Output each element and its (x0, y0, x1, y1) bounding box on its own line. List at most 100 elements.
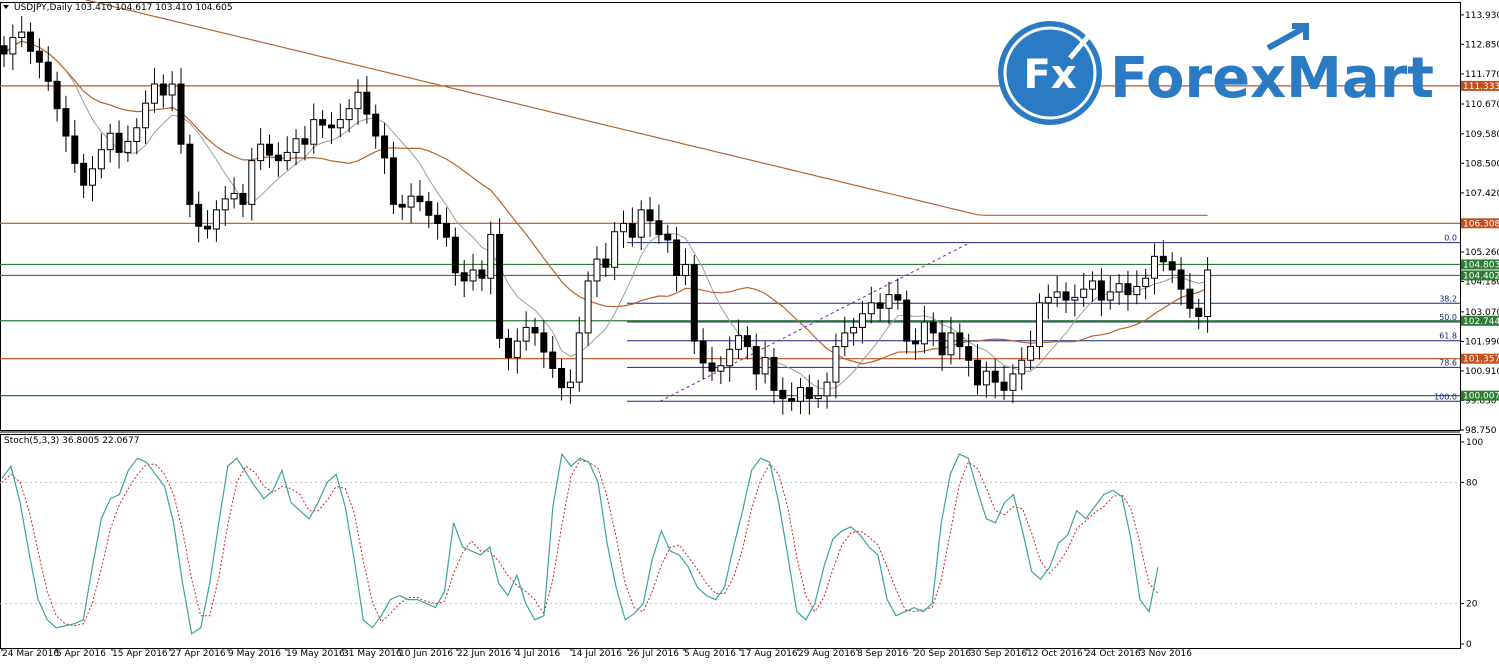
candle-down[interactable] (690, 264, 698, 342)
candle-up[interactable] (982, 370, 990, 386)
candle-down[interactable] (540, 332, 548, 353)
candle-up[interactable] (858, 313, 866, 328)
candle-up[interactable] (133, 127, 141, 142)
candle-up[interactable] (637, 209, 645, 238)
candle-up[interactable] (611, 231, 619, 268)
candle-down[interactable] (876, 302, 884, 309)
candle-down[interactable] (1195, 307, 1203, 318)
candle-up[interactable] (1044, 296, 1052, 304)
candle-up[interactable] (1027, 346, 1035, 361)
candle-up[interactable] (1018, 359, 1026, 375)
candle-down[interactable] (770, 357, 778, 391)
candle-up[interactable] (814, 395, 822, 400)
candle-down[interactable] (115, 132, 123, 153)
candle-up[interactable] (832, 346, 840, 383)
candle-up[interactable] (89, 168, 96, 186)
candle-down[interactable] (894, 294, 902, 301)
candle-up[interactable] (345, 108, 353, 121)
candle-up[interactable] (920, 321, 928, 345)
candle-down[interactable] (805, 387, 813, 400)
candle-up[interactable] (850, 326, 858, 334)
candle-down[interactable] (159, 83, 167, 96)
candle-down[interactable] (655, 220, 663, 235)
candle-down[interactable] (956, 332, 964, 348)
candle-up[interactable] (336, 119, 344, 129)
candle-down[interactable] (912, 340, 920, 345)
candle-down[interactable] (327, 124, 335, 129)
candle-down[interactable] (416, 195, 424, 203)
candle-down[interactable] (496, 233, 504, 339)
candle-down[interactable] (646, 209, 654, 222)
candle-up[interactable] (867, 302, 875, 315)
candle-down[interactable] (549, 351, 557, 369)
candle-up[interactable] (717, 365, 725, 372)
candle-down[interactable] (319, 119, 327, 126)
candle-down[interactable] (673, 239, 681, 276)
candle-down[interactable] (425, 201, 433, 216)
candle-down[interactable] (1177, 269, 1185, 290)
candle-down[interactable] (929, 321, 937, 334)
candle-down[interactable] (451, 236, 459, 274)
candle-up[interactable] (469, 269, 477, 282)
candle-down[interactable] (779, 389, 787, 400)
candle-up[interactable] (841, 332, 849, 348)
candle-up[interactable] (221, 198, 229, 211)
candle-down[interactable] (0, 45, 8, 55)
candle-up[interactable] (1142, 277, 1150, 287)
candle-up[interactable] (9, 37, 17, 55)
candle-down[interactable] (628, 223, 636, 238)
candle-down[interactable] (743, 335, 751, 348)
candle-up[interactable] (620, 223, 627, 233)
candle-down[interactable] (752, 346, 760, 375)
candle-up[interactable] (1035, 302, 1043, 348)
candle-down[interactable] (1186, 288, 1194, 309)
candle-down[interactable] (938, 332, 946, 356)
candle-up[interactable] (168, 83, 176, 96)
candle-down[interactable] (27, 31, 35, 52)
candle-up[interactable] (18, 31, 26, 39)
candle-down[interactable] (460, 272, 468, 282)
candle-down[interactable] (504, 337, 512, 359)
candle-down[interactable] (478, 269, 486, 279)
candle-down[interactable] (1062, 291, 1070, 301)
candle-down[interactable] (177, 83, 185, 145)
candle-down[interactable] (274, 154, 282, 162)
dropdown-triangle-icon[interactable] (3, 5, 9, 9)
candle-down[interactable] (1097, 280, 1105, 301)
candle-up[interactable] (1089, 280, 1097, 290)
candle-down[interactable] (186, 143, 194, 205)
candle-down[interactable] (788, 398, 796, 402)
candle-up[interactable] (150, 83, 158, 104)
candle-up[interactable] (354, 91, 362, 110)
candle-down[interactable] (965, 346, 973, 361)
candle-up[interactable] (212, 209, 220, 230)
candle-down[interactable] (443, 223, 450, 238)
candle-down[interactable] (62, 108, 70, 137)
candle-up[interactable] (248, 160, 256, 205)
candle-up[interactable] (142, 102, 150, 129)
candle-down[interactable] (1000, 381, 1008, 391)
candle-up[interactable] (1133, 285, 1141, 296)
candle-up[interactable] (230, 192, 238, 200)
candle-down[interactable] (372, 113, 380, 137)
candle-down[interactable] (266, 143, 273, 156)
candle-up[interactable] (593, 258, 601, 282)
candle-up[interactable] (566, 381, 574, 389)
candle-up[interactable] (584, 280, 592, 334)
candle-up[interactable] (947, 332, 955, 356)
fib-trend-line[interactable] (659, 242, 971, 402)
candle-down[interactable] (44, 61, 52, 82)
candle-up[interactable] (726, 348, 734, 367)
candle-up[interactable] (1115, 283, 1123, 293)
candle-up[interactable] (823, 381, 831, 397)
candle-down[interactable] (204, 225, 212, 230)
candle-up[interactable] (106, 132, 114, 151)
candle-up[interactable] (1151, 255, 1158, 279)
candle-down[interactable] (991, 370, 999, 383)
candle-up[interactable] (1009, 373, 1017, 391)
candle-down[interactable] (239, 192, 247, 205)
candle-down[interactable] (381, 135, 389, 159)
candle-up[interactable] (885, 294, 893, 309)
